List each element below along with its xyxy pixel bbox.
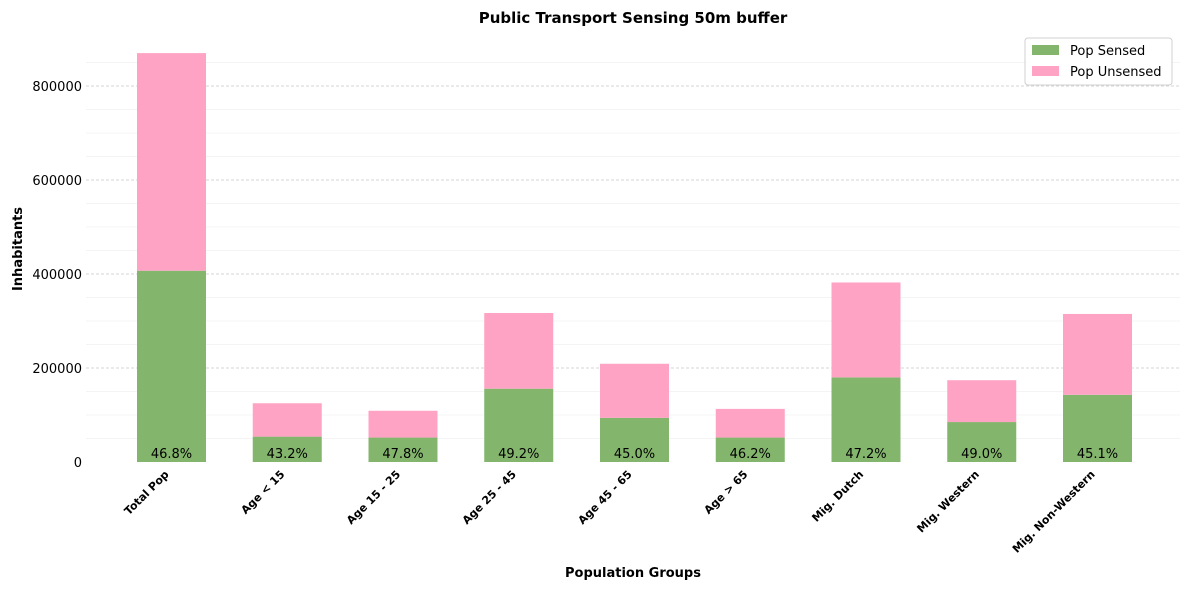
x-tick-label-age-65: Age > 65: [702, 468, 751, 517]
x-tick-label-mig-western: Mig. Western: [914, 468, 981, 535]
chart-title: Public Transport Sensing 50m buffer: [479, 9, 788, 27]
bar-pop-unsensed-total-pop: [137, 53, 206, 271]
percent-label-age-15-25: 47.8%: [382, 447, 423, 462]
percent-label-mig-non-western: 45.1%: [1077, 447, 1118, 462]
legend-label-pop-unsensed: Pop Unsensed: [1070, 65, 1162, 80]
bar-pop-unsensed-mig-dutch: [831, 282, 901, 378]
bar-pop-sensed-total-pop: [137, 270, 206, 462]
bar-pop-sensed-mig-dutch: [831, 377, 901, 462]
legend-swatch-pop-sensed: [1032, 45, 1059, 55]
bar-pop-sensed-age-65: [715, 437, 785, 462]
bar-pop-sensed-mig-non-western: [1063, 394, 1132, 462]
percent-label-age-15: 43.2%: [267, 447, 308, 462]
bar-pop-sensed-age-25-45: [484, 388, 554, 462]
bar-pop-unsensed-age-25-45: [484, 313, 554, 389]
y-tick-label: 800000: [32, 80, 82, 95]
percent-label-age-45-65: 45.0%: [614, 447, 655, 462]
bar-pop-sensed-age-45-65: [600, 417, 669, 462]
x-tick-label-age-45-65: Age 45 - 65: [576, 468, 635, 527]
grid-lines: [86, 62, 1180, 439]
y-tick-label: 600000: [32, 174, 82, 189]
x-tick-label-total-pop: Total Pop: [122, 468, 172, 518]
bar-pop-sensed-age-15: [252, 436, 322, 462]
bar-pop-unsensed-mig-western: [947, 380, 1017, 423]
legend-swatch-pop-unsensed: [1032, 66, 1059, 76]
x-tick-label-mig-dutch: Mig. Dutch: [809, 468, 866, 525]
bar-pop-sensed-mig-western: [947, 422, 1017, 462]
bar-pop-unsensed-age-15-25: [368, 410, 438, 438]
legend-label-pop-sensed: Pop Sensed: [1070, 44, 1145, 59]
percent-label-mig-western: 49.0%: [961, 447, 1002, 462]
x-tick-label-age-15: Age < 15: [239, 468, 288, 517]
bar-pop-unsensed-age-15: [252, 403, 322, 437]
percent-label-age-25-45: 49.2%: [498, 447, 539, 462]
x-tick-label-age-15-25: Age 15 - 25: [344, 468, 403, 527]
y-tick-label: 400000: [32, 268, 82, 283]
x-tick-label-age-25-45: Age 25 - 45: [460, 468, 519, 527]
bar-pop-unsensed-age-65: [715, 408, 785, 438]
y-tick-label: 200000: [32, 362, 82, 377]
y-axis-label: Inhabitants: [11, 207, 26, 291]
x-axis-ticks: Total Pop Age < 15 Age 15 - 25 Age 25 - 45 A…: [122, 468, 1098, 556]
percent-label-total-pop: 46.8%: [151, 447, 192, 462]
y-axis-ticks: 0 200000 400000 600000 800000: [32, 80, 82, 471]
bars: [137, 53, 1132, 462]
x-tick-label-mig-non-western: Mig. Non-Western: [1010, 468, 1098, 556]
legend: Pop Sensed Pop Unsensed: [1024, 37, 1173, 86]
legend-box: [1024, 37, 1173, 86]
x-axis-label: Population Groups: [565, 566, 701, 581]
y-tick-label: 0: [74, 456, 82, 471]
percent-labels: 46.8% 43.2% 47.8% 49.2% 45.0% 46.2% 47.2% 49.0%…: [151, 447, 1118, 462]
percent-label-mig-dutch: 47.2%: [845, 447, 886, 462]
bar-pop-sensed-age-15-25: [368, 437, 438, 462]
bar-pop-unsensed-mig-non-western: [1063, 313, 1132, 395]
bar-pop-unsensed-age-45-65: [600, 363, 669, 418]
percent-label-age-65: 46.2%: [730, 447, 771, 462]
